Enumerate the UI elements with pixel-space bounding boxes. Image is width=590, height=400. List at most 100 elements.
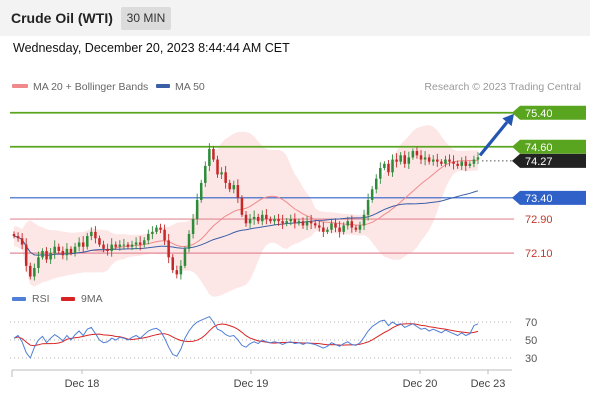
candle (138, 236, 142, 251)
candle-body (379, 168, 382, 179)
candle-body (281, 221, 284, 224)
level-tag-73.40: 73.40 (512, 190, 586, 205)
candle-body (322, 227, 325, 232)
candle (208, 143, 211, 172)
candle (29, 262, 32, 280)
timeframe-badge[interactable]: 30 MIN (121, 7, 171, 30)
candle-body (252, 216, 256, 220)
candle (110, 238, 113, 257)
candle (53, 240, 56, 259)
candle-body (187, 233, 191, 249)
candle (403, 150, 406, 168)
candle (334, 218, 337, 233)
candle-body (460, 161, 463, 166)
candle (383, 161, 386, 171)
candle (187, 230, 191, 253)
candle (130, 240, 134, 251)
candle-body (464, 161, 468, 166)
chart-header: Crude Oil (WTI) 30 MIN (0, 0, 590, 36)
candle-body (297, 221, 301, 224)
candle (216, 155, 219, 178)
candle-body (69, 248, 73, 254)
legend-swatch-9ma (61, 297, 75, 301)
candle (73, 242, 77, 257)
candle-body (24, 244, 28, 266)
candle (460, 157, 463, 170)
candle (313, 220, 317, 229)
candle-body (49, 253, 52, 260)
candle (126, 242, 130, 250)
candle-body (362, 214, 366, 226)
candle (163, 224, 166, 245)
candle-body (208, 148, 211, 166)
candle-body (65, 248, 69, 256)
candle-body (313, 223, 317, 226)
candle (330, 219, 333, 234)
candle (20, 233, 24, 250)
candle-body (102, 244, 105, 249)
x-tick-label: Dec 20 (403, 378, 438, 390)
candle-body (358, 225, 362, 230)
candle-body (273, 219, 276, 222)
candle (293, 213, 297, 229)
candle-body (387, 163, 390, 173)
candle (269, 216, 272, 224)
candle (179, 260, 183, 280)
candle (134, 237, 138, 250)
candle-body (110, 244, 113, 251)
candle-body (86, 236, 89, 247)
candle-body (53, 246, 56, 254)
level-tag-bg (512, 153, 586, 168)
candle (94, 226, 97, 244)
candle-body (350, 221, 354, 228)
candle (379, 162, 382, 184)
candle (171, 254, 174, 273)
candle (240, 195, 244, 218)
candle (49, 248, 52, 265)
candle-body (436, 159, 439, 162)
candle-body (305, 221, 309, 226)
projection-arrow-shaft (478, 121, 509, 157)
candle-body (155, 227, 158, 232)
candle-body (366, 199, 370, 215)
candle-body (419, 155, 423, 160)
moving-averages (13, 159, 479, 256)
level-tag-bg (512, 139, 586, 154)
candle-body (476, 157, 480, 160)
candle-body (179, 265, 183, 275)
candle (305, 216, 309, 231)
candle-body (61, 250, 65, 256)
candle (342, 222, 345, 235)
candle-body (37, 257, 40, 268)
candle (265, 209, 268, 225)
candle (464, 155, 468, 172)
candle (452, 155, 455, 170)
candle-body (431, 159, 435, 162)
candle (102, 240, 105, 253)
candle (395, 153, 398, 168)
candle-body (138, 242, 142, 245)
candle-body (415, 151, 419, 156)
candle (448, 154, 451, 167)
candle-body (374, 178, 378, 190)
candle (224, 165, 227, 189)
candle (362, 209, 366, 231)
candle-body (399, 155, 402, 162)
candle (318, 220, 321, 232)
candle (256, 213, 260, 225)
candle (391, 154, 394, 177)
candle (444, 155, 447, 168)
candle-body (383, 163, 386, 169)
candle (476, 152, 480, 165)
rsi-line (13, 315, 479, 360)
candle-body (395, 159, 398, 162)
candle (41, 248, 44, 260)
candle-body (171, 257, 174, 271)
candle (24, 238, 28, 272)
candle (65, 243, 69, 261)
candle (289, 214, 293, 226)
rsi-panel: 70 50 30 (10, 315, 537, 365)
level-tag-bg (512, 105, 586, 120)
candle (423, 151, 427, 166)
candle (407, 151, 411, 169)
